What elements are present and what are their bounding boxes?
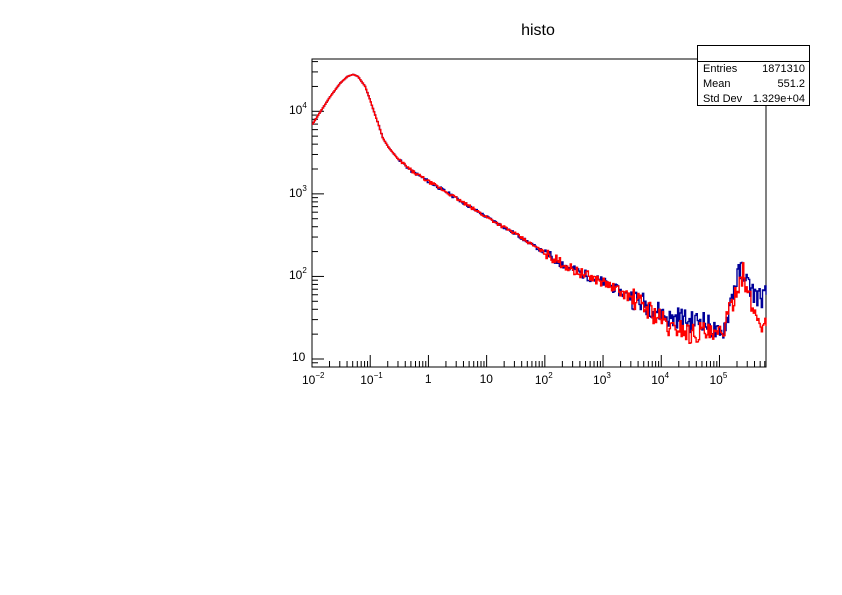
stats-label: Std Dev bbox=[703, 93, 743, 105]
x-tick-label: 105 bbox=[709, 371, 728, 387]
y-tick-label: 10 bbox=[292, 349, 306, 364]
stats-box-header bbox=[698, 46, 809, 62]
y-tick-label: 103 bbox=[289, 183, 307, 200]
stats-row-mean: Mean 551.2 bbox=[698, 77, 809, 92]
x-axis-ticks bbox=[311, 355, 766, 367]
stats-row-entries: Entries 1871310 bbox=[698, 62, 809, 77]
chart-title-text: histo bbox=[521, 22, 555, 39]
stats-label: Entries bbox=[703, 63, 738, 75]
x-tick-label: 103 bbox=[593, 371, 611, 387]
y-axis-ticks bbox=[312, 61, 324, 368]
x-tick-label: 10 bbox=[479, 372, 493, 386]
x-tick-label: 104 bbox=[651, 371, 670, 387]
series-red-line bbox=[312, 73, 767, 344]
stats-value: 1871310 bbox=[762, 63, 805, 75]
stats-value: 1.329e+04 bbox=[752, 93, 805, 105]
stats-row-stddev: Std Dev 1.329e+04 bbox=[698, 92, 809, 107]
x-tick-label: 102 bbox=[534, 371, 553, 387]
chart-title: histo bbox=[0, 22, 842, 40]
y-tick-label: 104 bbox=[289, 101, 307, 118]
stats-value: 551.2 bbox=[777, 78, 805, 90]
x-tick-label: 10−2 bbox=[302, 371, 325, 387]
x-tick-label: 10−1 bbox=[360, 371, 383, 387]
y-tick-label: 102 bbox=[289, 266, 307, 283]
stats-box[interactable]: Entries 1871310 Mean 551.2 Std Dev 1.329… bbox=[697, 45, 810, 106]
x-tick-label: 1 bbox=[424, 372, 432, 386]
stats-label: Mean bbox=[703, 78, 731, 90]
